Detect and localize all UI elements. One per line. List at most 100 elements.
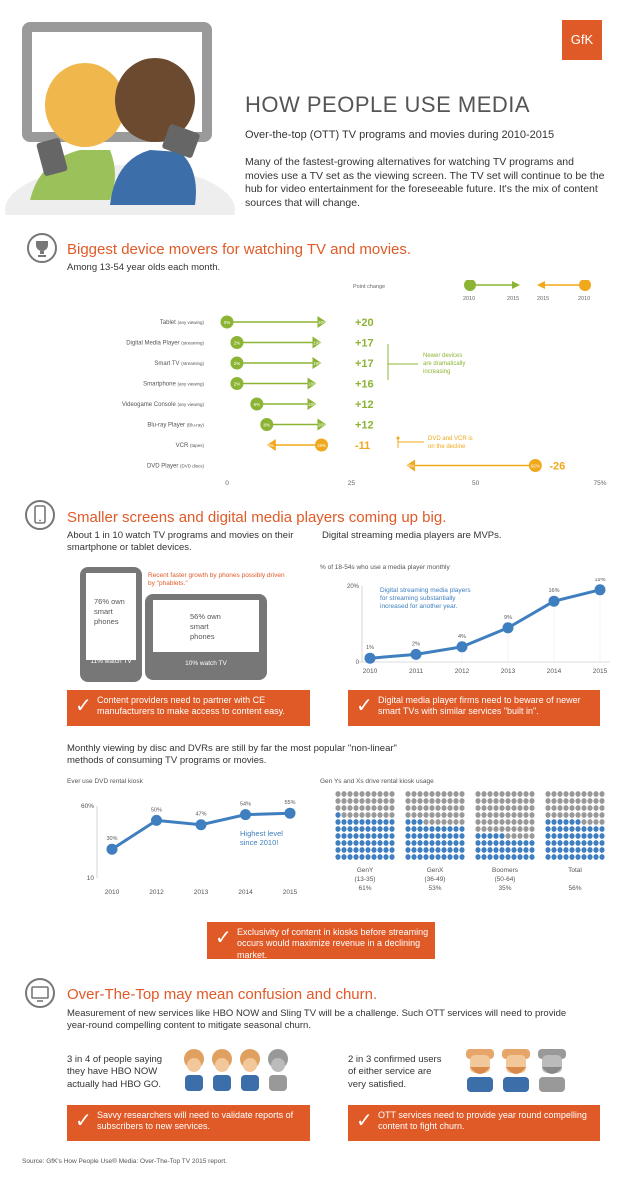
- grid-dot: [551, 840, 557, 846]
- grid-dot: [341, 805, 347, 811]
- row-start-dot: [230, 336, 244, 349]
- grid-dot: [405, 805, 411, 811]
- grid-dot: [475, 847, 481, 853]
- grid-dot: [475, 833, 481, 839]
- grid-dot: [481, 847, 487, 853]
- data-point: [502, 622, 514, 634]
- grid-dot: [377, 833, 383, 839]
- row-label-name: Digital Media Player: [126, 341, 181, 347]
- grid-dot: [517, 812, 523, 818]
- row-change-value: +17: [355, 358, 374, 370]
- grid-dot: [423, 826, 429, 832]
- grid-dot: [459, 812, 465, 818]
- grid-dot: [459, 854, 465, 860]
- point-change-label: Point change: [353, 284, 385, 290]
- grid-dot: [523, 812, 529, 818]
- data-point: [594, 584, 606, 596]
- grid-dot: [435, 812, 441, 818]
- grid-dot: [405, 812, 411, 818]
- grid-dot: [423, 791, 429, 797]
- grid-dot: [365, 798, 371, 804]
- grid-dot: [487, 819, 493, 825]
- grid-dot: [435, 840, 441, 846]
- grid-dot: [551, 833, 557, 839]
- grid-dot: [435, 805, 441, 811]
- grid-dot: [493, 826, 499, 832]
- data-label: 54%: [240, 802, 251, 808]
- grid-dot: [545, 819, 551, 825]
- grid-dot: [487, 833, 493, 839]
- grid-dot: [529, 805, 535, 811]
- row-start-dot: [220, 315, 234, 329]
- grid-dot: [517, 791, 523, 797]
- grid-dot: [441, 805, 447, 811]
- grid-dot: [459, 791, 465, 797]
- grid-dot: [389, 854, 395, 860]
- grid-dot: [335, 805, 341, 811]
- row-start-value: 2%: [234, 361, 241, 366]
- grid-dot: [371, 833, 377, 839]
- grid-dot: [481, 805, 487, 811]
- grid-dot: [505, 854, 511, 860]
- grid-dot: [545, 805, 551, 811]
- grid-dot: [389, 840, 395, 846]
- grid-dot: [499, 826, 505, 832]
- data-point: [548, 595, 560, 607]
- grid-dot: [441, 854, 447, 860]
- section3-text: Monthly viewing by disc and DVRs are sti…: [67, 743, 397, 766]
- phablet-note: Recent faster growth by phones possibly …: [148, 572, 285, 587]
- grid-dot: [353, 819, 359, 825]
- data-label: 19%: [594, 578, 605, 583]
- row-start-value: 2%: [234, 382, 241, 387]
- grid-dot: [581, 805, 587, 811]
- section3-callout-text: Exclusivity of content in kiosks before …: [237, 927, 429, 960]
- grid-dot: [475, 819, 481, 825]
- grid-dot: [593, 812, 599, 818]
- row-start-dot: [314, 438, 328, 452]
- grid-dot: [563, 805, 569, 811]
- grid-dot: [517, 854, 523, 860]
- grid-dot: [441, 833, 447, 839]
- grid-dot: [481, 840, 487, 846]
- gen-caption: Gen Ys and Xs drive rental kiosk usage: [320, 778, 434, 785]
- grid-dot: [405, 791, 411, 797]
- grid-dot: [529, 812, 535, 818]
- grid-dot: [575, 798, 581, 804]
- grid-dot: [453, 833, 459, 839]
- phone-stat: 76% own smart phones: [94, 597, 125, 626]
- row-label-name: Videogame Console: [122, 402, 178, 408]
- row-end-value: 20%: [318, 320, 327, 325]
- row-label: VCR (tapes): [176, 443, 205, 449]
- grid-dot: [347, 854, 353, 860]
- legend-green: 2010 2015: [463, 280, 520, 302]
- grid-dot: [551, 812, 557, 818]
- gfk-logo-text: GfK: [570, 32, 594, 47]
- grid-dot: [365, 812, 371, 818]
- grid-dot: [411, 854, 417, 860]
- group-range: (13-35): [355, 876, 376, 883]
- grid-dot: [411, 833, 417, 839]
- grid-dot: [377, 791, 383, 797]
- grid-dot: [411, 826, 417, 832]
- grid-dot: [383, 798, 389, 804]
- grid-dot: [435, 854, 441, 860]
- grid-dot: [563, 798, 569, 804]
- row-start-dot: [250, 397, 264, 411]
- axis-tick-label: 0: [225, 480, 229, 487]
- y-tick-label: 0: [356, 660, 360, 666]
- grid-dot: [459, 819, 465, 825]
- grid-dot: [447, 854, 453, 860]
- grid-dot: [429, 798, 435, 804]
- row-change-value: -11: [355, 440, 370, 452]
- grid-dot: [575, 791, 581, 797]
- grid-dot: [383, 847, 389, 853]
- grid-dot: [557, 798, 563, 804]
- legend-yellow: 2015 2010: [537, 280, 591, 302]
- grid-dot: [551, 819, 557, 825]
- row-label: DVD Player (DVD discs): [147, 464, 205, 470]
- grid-dot: [411, 812, 417, 818]
- grid-dot: [575, 840, 581, 846]
- grid-dot: [453, 854, 459, 860]
